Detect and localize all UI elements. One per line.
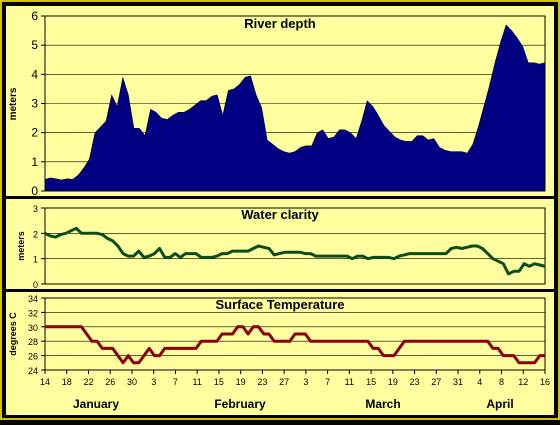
y-tick-label: 0 bbox=[31, 184, 38, 198]
water-clarity-line bbox=[44, 226, 546, 276]
y-tick-label: 0 bbox=[33, 280, 38, 290]
y-tick-label: 24 bbox=[28, 366, 38, 376]
panel-bg bbox=[6, 199, 554, 289]
x-tick-label: 11 bbox=[345, 377, 354, 387]
x-tick-label: 11 bbox=[193, 377, 202, 387]
x-tick-label: 7 bbox=[325, 377, 330, 387]
x-tick-label: 23 bbox=[410, 377, 420, 387]
plot-frame bbox=[44, 207, 546, 285]
y-tick-label: 2 bbox=[33, 229, 38, 239]
surface-temperature-ylabel: degrees C bbox=[8, 312, 18, 356]
x-tick-label: 14 bbox=[40, 377, 50, 387]
x-tick-label: 19 bbox=[236, 377, 246, 387]
month-label: January bbox=[73, 397, 119, 411]
plot-frame bbox=[44, 297, 546, 371]
x-tick-label: 31 bbox=[453, 377, 463, 387]
x-tick-label: 27 bbox=[431, 377, 441, 387]
x-tick-label: 27 bbox=[279, 377, 289, 387]
y-tick-label: 32 bbox=[28, 308, 38, 318]
x-tick-label: 23 bbox=[257, 377, 267, 387]
y-tick-label: 28 bbox=[28, 337, 38, 347]
x-tick-label: 8 bbox=[499, 377, 504, 387]
y-tick-label: 3 bbox=[33, 204, 38, 214]
x-tick-label: 26 bbox=[105, 377, 115, 387]
surface-temperature-title: Surface Temperature bbox=[215, 297, 344, 312]
month-label: February bbox=[214, 397, 266, 411]
x-tick-label: 3 bbox=[151, 377, 156, 387]
month-labels: January February March April bbox=[73, 397, 514, 411]
y-tick-label: 34 bbox=[28, 294, 38, 304]
y-tick-label: 1 bbox=[33, 255, 38, 265]
y-tick-label: 4 bbox=[31, 67, 38, 81]
x-tick-label: 15 bbox=[214, 377, 224, 387]
x-tick-label: 4 bbox=[477, 377, 482, 387]
y-tick-label: 26 bbox=[28, 352, 38, 362]
month-label: April bbox=[486, 397, 513, 411]
y-tick-label: 2 bbox=[31, 126, 38, 140]
y-tick-label: 5 bbox=[31, 38, 38, 52]
x-tick-label: 19 bbox=[388, 377, 398, 387]
x-tick-label: 3 bbox=[303, 377, 308, 387]
panel-water-clarity: 0 1 2 3 Water clarity meters bbox=[6, 199, 554, 290]
x-tick-label: 22 bbox=[83, 377, 93, 387]
river-depth-title: River depth bbox=[244, 16, 316, 31]
water-clarity-title: Water clarity bbox=[241, 207, 319, 222]
river-depth-area bbox=[44, 24, 546, 192]
y-tick-label: 6 bbox=[31, 9, 38, 23]
panel-river-depth: 0 1 2 3 4 5 6 River depth meters bbox=[6, 6, 554, 198]
x-tick-label: 30 bbox=[127, 377, 137, 387]
y-tick-label: 3 bbox=[31, 97, 38, 111]
river-depth-ylabel: meters bbox=[8, 87, 19, 120]
x-tick-label: 16 bbox=[540, 377, 550, 387]
y-tick-label: 1 bbox=[31, 155, 38, 169]
surface-temperature-line bbox=[45, 325, 545, 365]
x-tick-label: 18 bbox=[62, 377, 72, 387]
x-tick-label: 15 bbox=[366, 377, 376, 387]
x-tick-label: 12 bbox=[518, 377, 528, 387]
x-tick-labels: 14 18 22 26 30 3 7 11 15 19 23 27 3 7 11 15 19 23 27 31 4 8 12… bbox=[40, 370, 550, 387]
month-label: March bbox=[365, 397, 400, 411]
y-tick-label: 30 bbox=[28, 323, 38, 333]
x-tick-label: 7 bbox=[173, 377, 178, 387]
water-clarity-ylabel: meters bbox=[16, 231, 26, 261]
